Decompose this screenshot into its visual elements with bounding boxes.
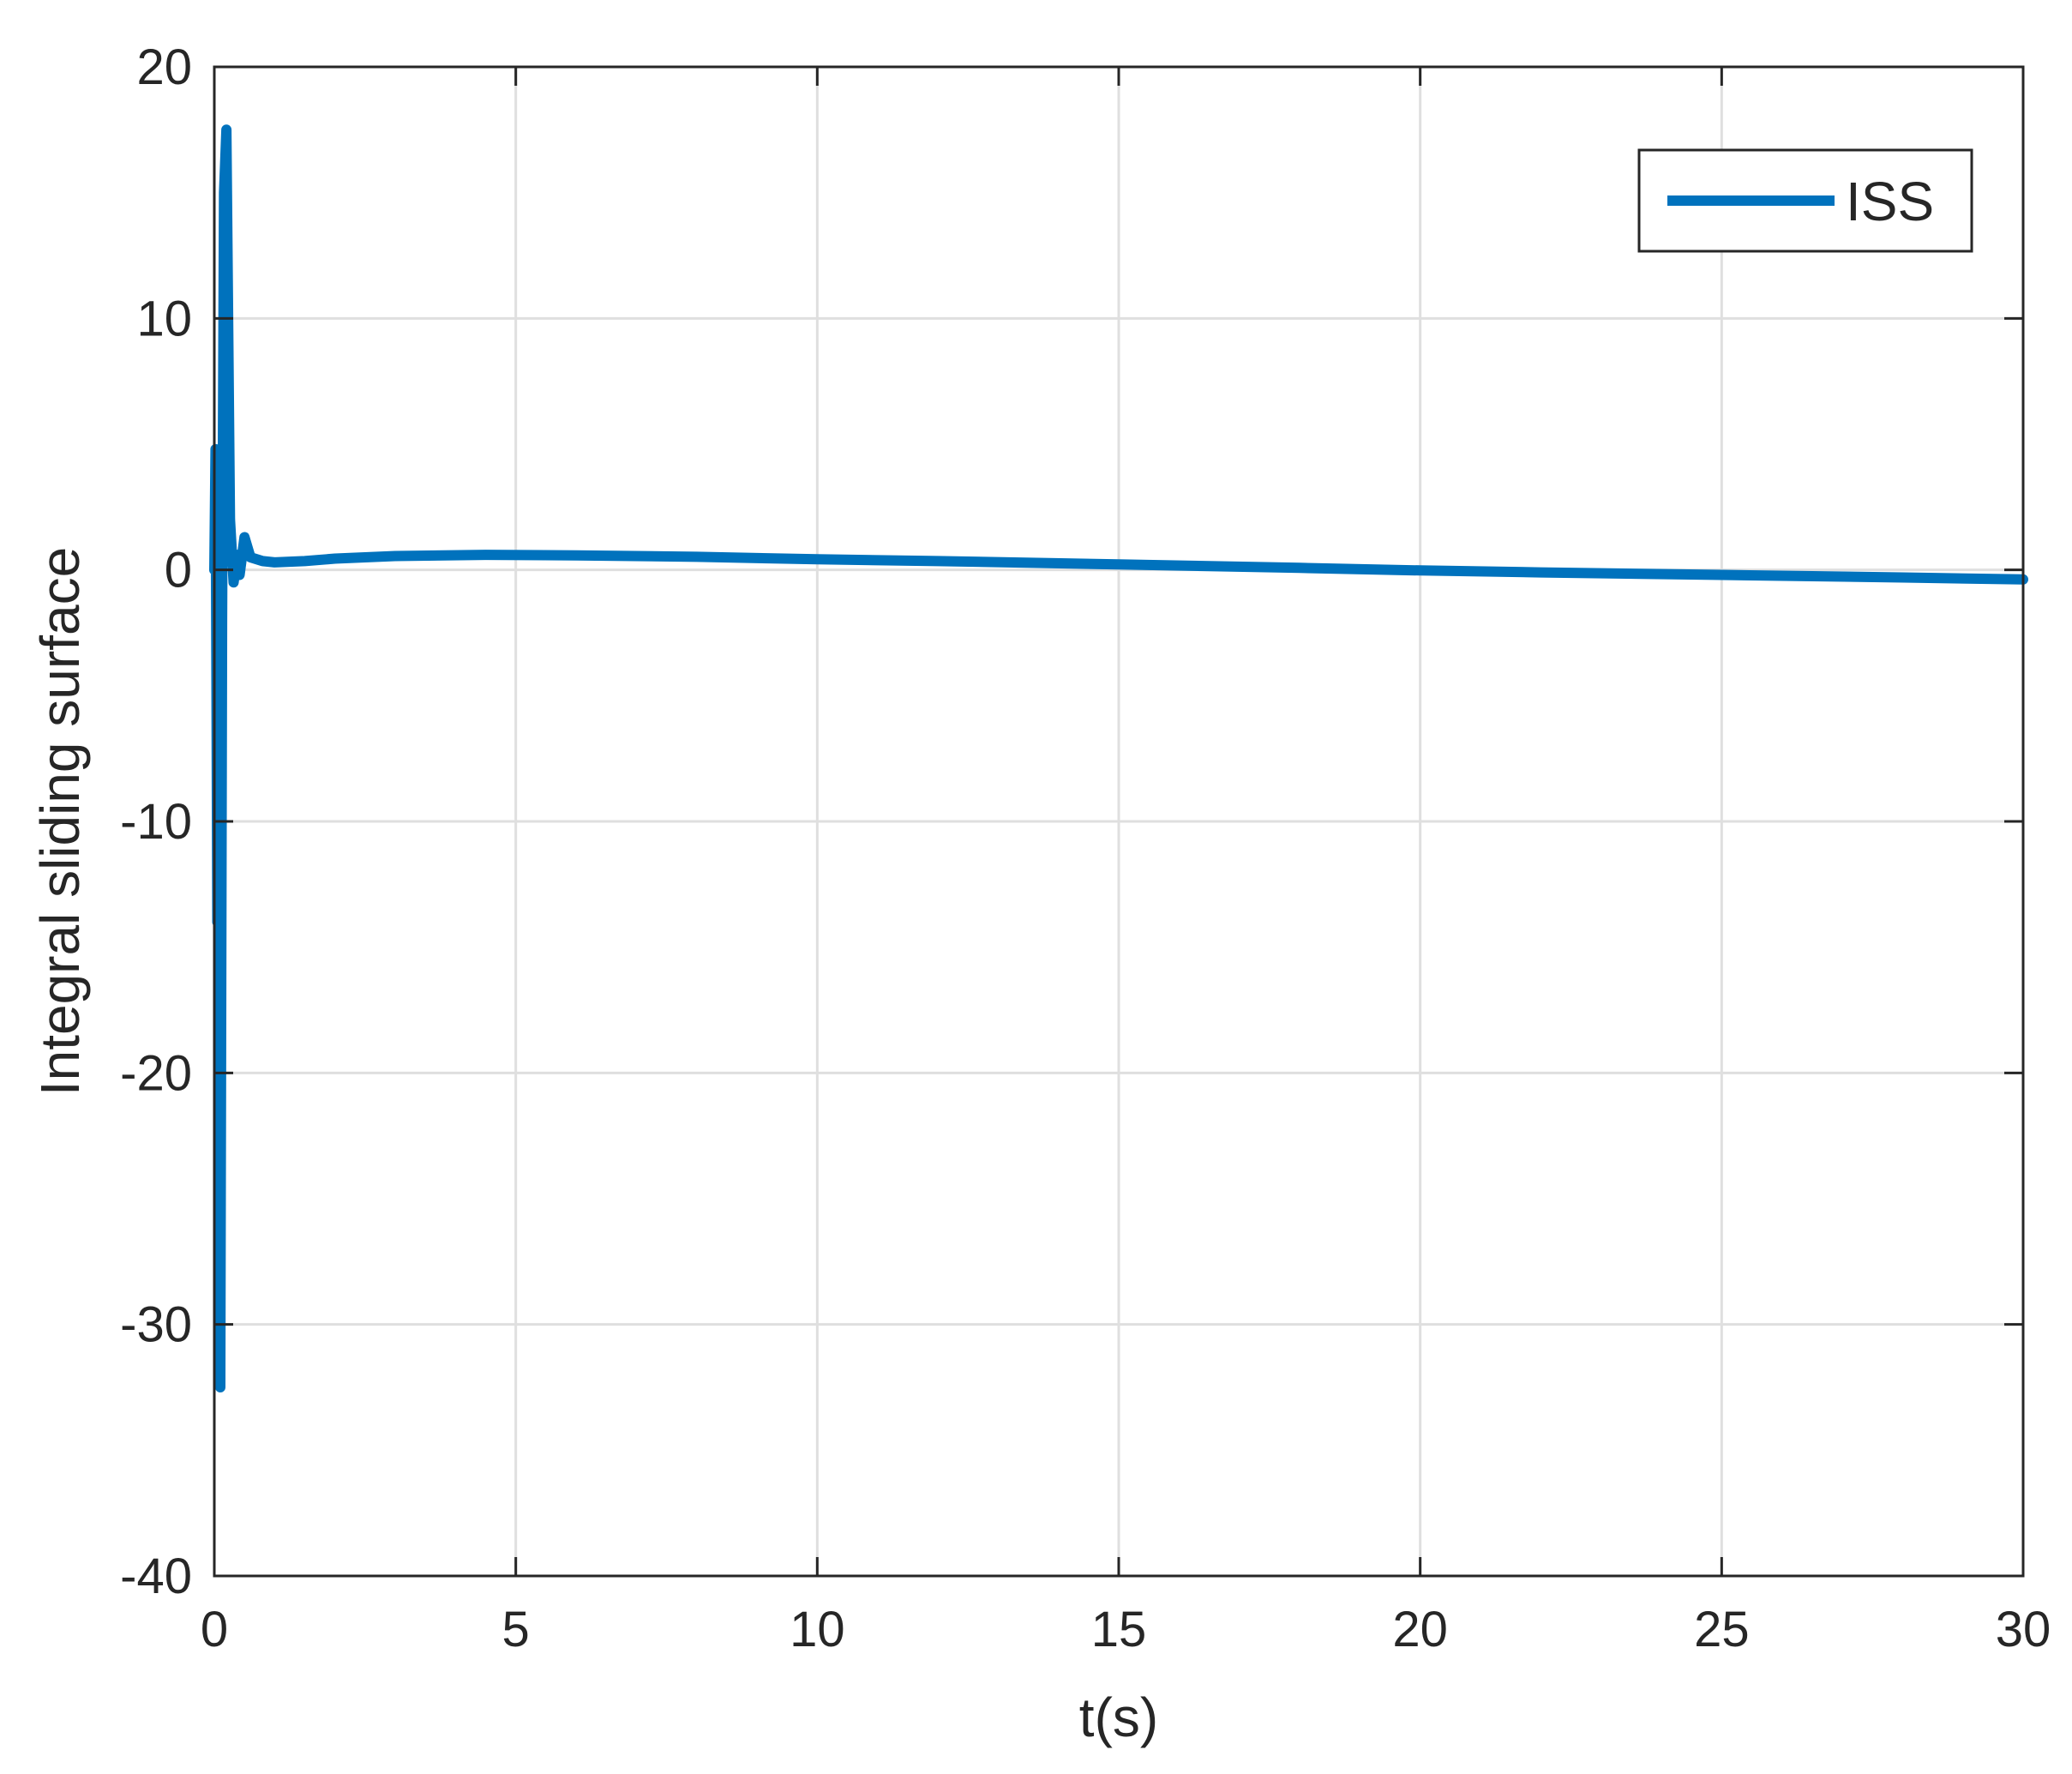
y-axis-label: Integral sliding surface — [29, 547, 91, 1096]
x-tick-label: 10 — [790, 1602, 845, 1657]
ticks-group — [213, 65, 2025, 1578]
y-tick-label: 0 — [165, 543, 192, 598]
legend-label-iss: ISS — [1846, 171, 1934, 232]
tick-labels-group: 0 5 10 15 20 25 30 -40 -30 -20 -10 0 10 20 — [120, 39, 2051, 1657]
y-tick-label: -10 — [120, 794, 192, 850]
x-tick-label: 25 — [1694, 1602, 1750, 1657]
y-tick-label: -20 — [120, 1045, 192, 1101]
x-tick-label: 30 — [1996, 1602, 2051, 1657]
y-tick-label: 20 — [136, 39, 192, 95]
series-line-iss — [209, 124, 2028, 1392]
y-tick-label: -40 — [120, 1548, 192, 1604]
x-axis-label: t(s) — [1079, 1687, 1158, 1748]
y-tick-label: 10 — [136, 291, 192, 346]
x-tick-label: 0 — [201, 1602, 228, 1657]
x-tick-label: 20 — [1392, 1602, 1448, 1657]
legend: ISS — [1637, 148, 1973, 253]
x-tick-label: 5 — [502, 1602, 530, 1657]
grid — [214, 67, 2023, 1576]
x-tick-label: 15 — [1091, 1602, 1147, 1657]
y-tick-label: -30 — [120, 1297, 192, 1353]
series-group — [209, 124, 2028, 1392]
